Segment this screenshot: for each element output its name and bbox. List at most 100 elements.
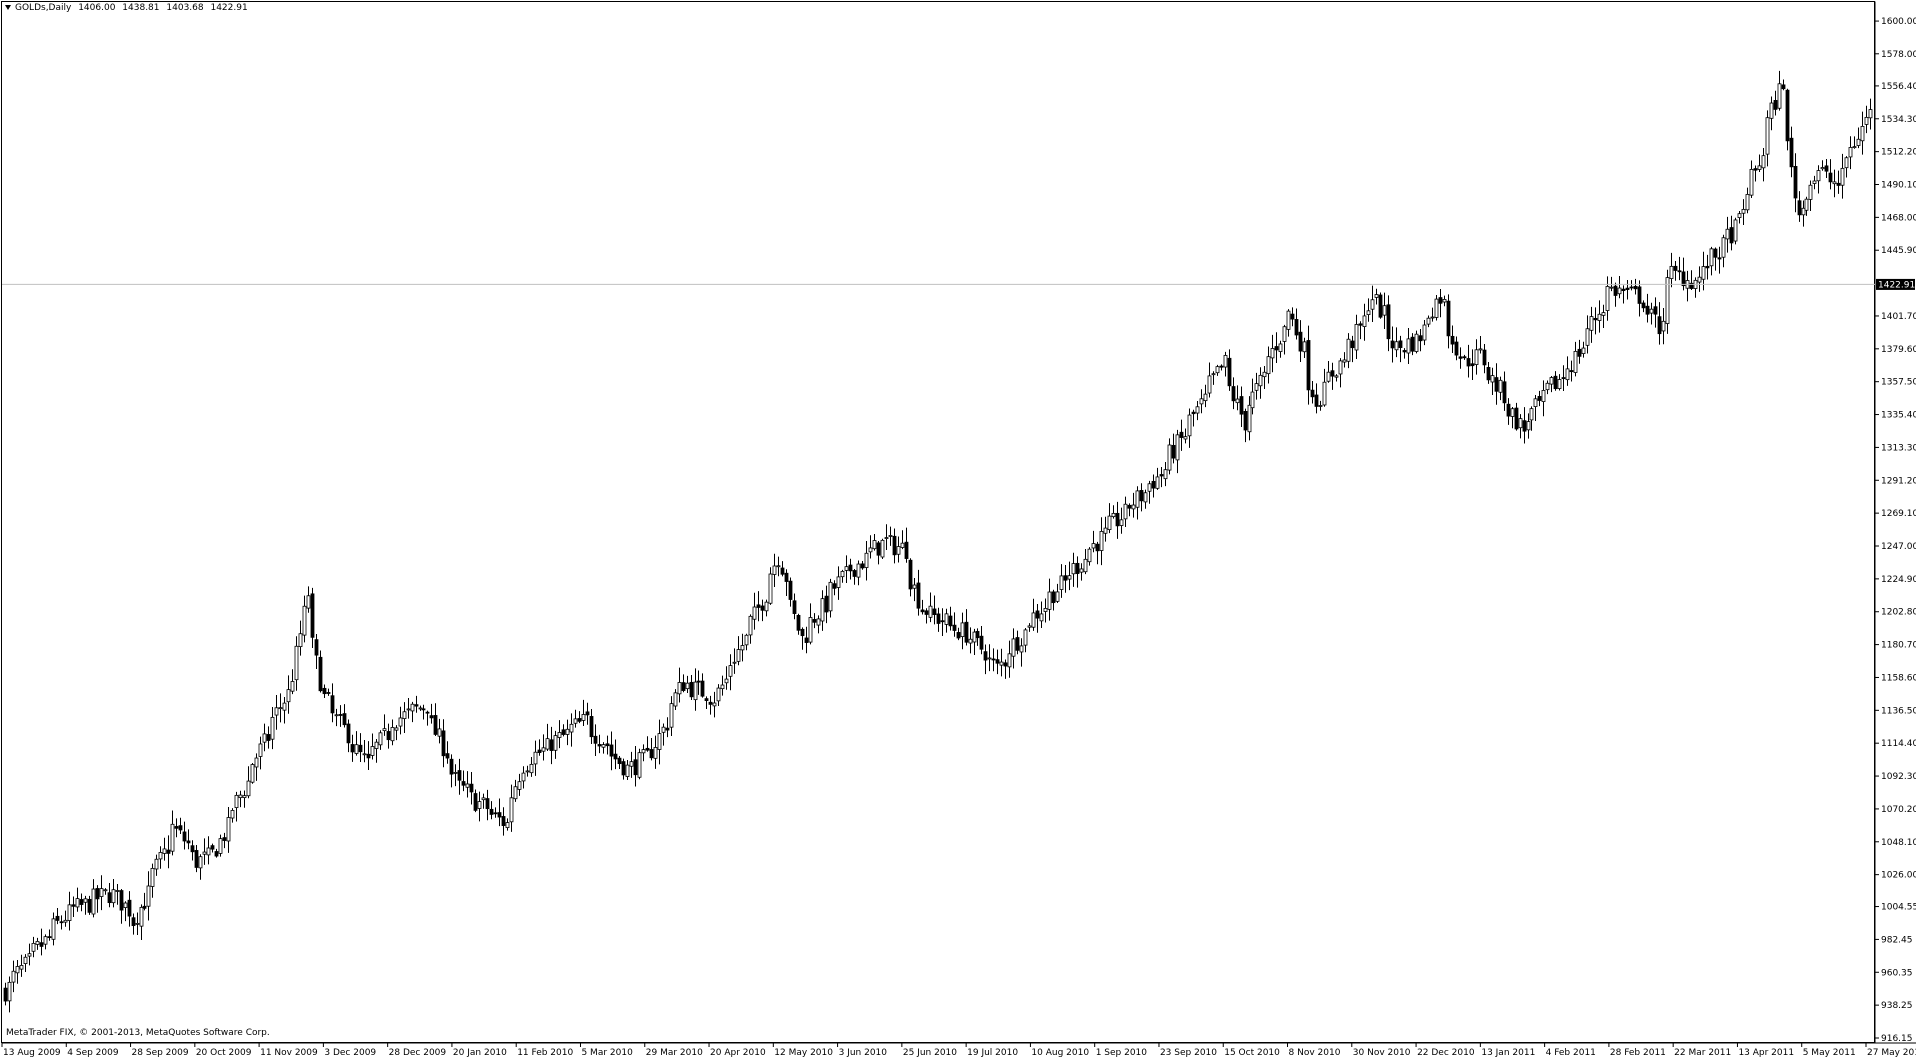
- candle: [844, 555, 849, 584]
- candle: [158, 846, 163, 869]
- candle: [378, 730, 383, 750]
- candle-body-bull: [1278, 343, 1283, 352]
- candle: [1215, 364, 1220, 376]
- candle-body-bull: [581, 714, 586, 721]
- candle: [242, 790, 247, 808]
- candle: [1266, 346, 1271, 384]
- candle: [115, 883, 120, 905]
- price-tick-label: 1114.40: [1881, 739, 1916, 749]
- candle-body-bull: [1254, 383, 1259, 391]
- candle-body-bear: [1151, 480, 1156, 489]
- candle: [720, 675, 725, 696]
- candle: [1793, 153, 1798, 213]
- candle-body-bull: [1422, 324, 1427, 341]
- candle-body-bear: [1310, 389, 1315, 398]
- candle: [1462, 354, 1467, 360]
- candle: [748, 614, 753, 644]
- price-tick-label: 938.25: [1881, 1001, 1913, 1011]
- candle-body-bull: [1334, 375, 1339, 378]
- candle: [1757, 154, 1762, 172]
- candle-body-bull: [856, 563, 861, 578]
- candle: [1689, 270, 1694, 291]
- candle-body-bull: [928, 605, 933, 618]
- candle: [1302, 337, 1307, 359]
- candle-body-bull: [1510, 408, 1515, 417]
- candle: [1155, 467, 1160, 490]
- candle: [433, 703, 438, 737]
- candle: [836, 566, 841, 600]
- candle-body-bear: [79, 899, 84, 905]
- symbol-label: GOLDs,Daily: [15, 3, 72, 13]
- time-tick-label: 1 Sep 2010: [1096, 1048, 1148, 1058]
- candle-body-bear: [924, 610, 929, 615]
- candle: [1673, 260, 1678, 281]
- candle: [1533, 394, 1538, 421]
- candle-body-bear: [784, 572, 789, 582]
- candle: [1522, 407, 1527, 444]
- candle: [505, 818, 510, 831]
- candle: [1422, 320, 1427, 346]
- candle-body-bull: [1374, 294, 1379, 298]
- candle: [35, 937, 40, 950]
- candle: [1274, 332, 1279, 363]
- price-tick-label: 1468.00: [1881, 213, 1916, 223]
- candle: [920, 599, 925, 615]
- candle-body-bull: [764, 601, 769, 612]
- candle-body-bull: [1745, 194, 1750, 211]
- candle-body-bull: [1207, 375, 1212, 394]
- candle: [796, 613, 801, 635]
- price-tick-label: 1092.30: [1881, 772, 1916, 782]
- candle-body-bull: [1362, 315, 1367, 327]
- candle-body-bear: [956, 632, 961, 639]
- candle-body-bull: [748, 615, 753, 636]
- candle: [1127, 503, 1132, 517]
- candle: [1621, 285, 1626, 304]
- candle-body-bear: [47, 936, 52, 939]
- candle-body-bear: [1314, 394, 1319, 407]
- candle: [1697, 266, 1702, 292]
- candle: [1199, 389, 1204, 414]
- candle: [1063, 565, 1068, 593]
- candle-body-bear: [904, 541, 909, 559]
- close-value: 1422.91: [210, 3, 248, 13]
- candle: [1334, 374, 1339, 382]
- candle: [298, 620, 303, 656]
- candle-body-bull: [35, 941, 40, 945]
- candle: [1717, 246, 1722, 274]
- candle-body-bull: [146, 885, 151, 907]
- candle: [1661, 308, 1666, 345]
- candle-body-bull: [63, 919, 68, 923]
- dropdown-triangle-icon[interactable]: [5, 5, 11, 10]
- candle-body-bull: [880, 539, 885, 558]
- candle: [489, 801, 494, 820]
- candle-body-bull: [362, 753, 367, 756]
- candle: [1338, 358, 1343, 388]
- candle-body-bull: [1258, 374, 1263, 387]
- candle: [1450, 325, 1455, 354]
- candle-body-bull: [816, 618, 821, 626]
- candle-body-bull: [1326, 371, 1331, 382]
- candle-body-bear: [1641, 302, 1646, 309]
- candle: [545, 723, 550, 752]
- candle: [605, 735, 610, 755]
- candle-body-bull: [242, 795, 247, 799]
- time-tick-label: 11 Nov 2009: [260, 1048, 318, 1058]
- price-tick-label: 1578.00: [1881, 50, 1916, 60]
- candle-body-bear: [1713, 248, 1718, 258]
- candle-body-bear: [824, 595, 829, 613]
- candle: [824, 585, 829, 624]
- candle: [1330, 362, 1335, 390]
- candle-body-bull: [1852, 146, 1857, 149]
- candle: [956, 627, 961, 641]
- candle-body-bear: [1645, 305, 1650, 315]
- candle-body-bull: [661, 726, 666, 733]
- price-tick-label: 1401.70: [1881, 312, 1916, 322]
- candle-body-bear: [613, 753, 618, 760]
- candle-body-bear: [1458, 356, 1463, 359]
- candle-body-bear: [1828, 172, 1833, 183]
- candle: [1705, 254, 1710, 280]
- candle-body-bear: [501, 816, 506, 826]
- candle-body-bear: [1127, 504, 1132, 509]
